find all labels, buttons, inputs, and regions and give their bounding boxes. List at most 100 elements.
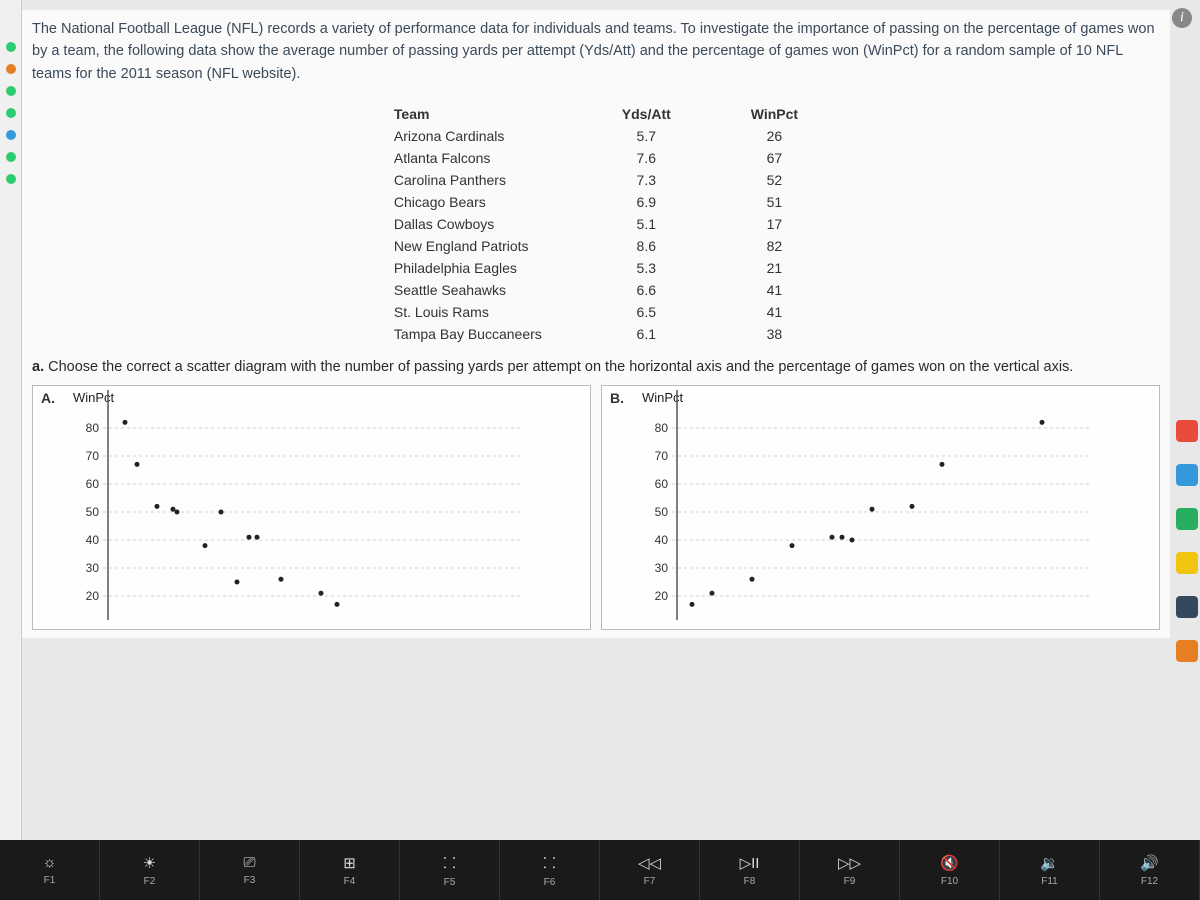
table-row: Atlanta Falcons7.667 [354, 147, 838, 169]
function-key[interactable]: ⊞F4 [300, 840, 400, 900]
table-row: Philadelphia Eagles5.321 [354, 257, 838, 279]
key-icon: ⊞ [300, 854, 399, 872]
key-icon: 🔉 [1000, 854, 1099, 872]
function-key[interactable]: ☼F1 [0, 840, 100, 900]
question-text: Choose the correct a scatter diagram wit… [48, 359, 1073, 375]
key-label: F11 [1000, 876, 1099, 887]
table-cell: 6.9 [582, 191, 711, 213]
table-cell: 5.3 [582, 257, 711, 279]
table-cell: 7.3 [582, 169, 711, 191]
y-tick-label: 40 [644, 533, 668, 547]
y-tick-label: 20 [75, 589, 99, 603]
function-key[interactable]: ◁◁ F7 [600, 840, 700, 900]
table-cell: 6.6 [582, 279, 711, 301]
table-cell: Atlanta Falcons [354, 147, 582, 169]
key-label: F2 [100, 876, 199, 887]
function-key[interactable]: ☀ F2 [100, 840, 200, 900]
question-prefix: a. [32, 359, 44, 375]
scatter-plot [103, 390, 523, 620]
table-header: Yds/Att [582, 103, 711, 125]
key-label: F6 [500, 877, 599, 888]
table-cell: Tampa Bay Buccaneers [354, 323, 582, 345]
key-label: F8 [700, 876, 799, 887]
function-key[interactable]: 🔇F10 [900, 840, 1000, 900]
sidebar-bullet[interactable] [6, 174, 16, 184]
sidebar-bullet[interactable] [6, 86, 16, 96]
function-key-bar: ☼F1☀F2⎚F3⊞F4⸬F5⸬F6◁◁F7▷IIF8▷▷F9🔇F10🔉F11🔊… [0, 840, 1200, 900]
key-icon: ▷II [700, 854, 799, 872]
function-key[interactable]: ⸬ F5 [400, 840, 500, 900]
key-icon: ⸬ [500, 853, 599, 873]
chart-a[interactable]: A.WinPct20304050607080 [32, 385, 591, 630]
table-cell: Chicago Bears [354, 191, 582, 213]
function-key[interactable]: ⸬ F6 [500, 840, 600, 900]
right-app-icon[interactable] [1176, 420, 1198, 442]
table-cell: Dallas Cowboys [354, 213, 582, 235]
table-cell: Arizona Cardinals [354, 125, 582, 147]
table-cell: 52 [711, 169, 838, 191]
table-row: Dallas Cowboys5.117 [354, 213, 838, 235]
key-label: F5 [400, 877, 499, 888]
table-cell: 21 [711, 257, 838, 279]
key-icon: 🔇 [900, 854, 999, 872]
chart-letter-label: A. [41, 390, 55, 406]
key-icon: 🔊 [1100, 854, 1199, 872]
y-tick-label: 30 [75, 561, 99, 575]
question-a: a. Choose the correct a scatter diagram … [32, 359, 1160, 375]
y-tick-label: 50 [644, 505, 668, 519]
table-cell: 5.7 [582, 125, 711, 147]
table-row: Seattle Seahawks6.641 [354, 279, 838, 301]
table-cell: 5.1 [582, 213, 711, 235]
function-key[interactable]: ⎚ F3 [200, 840, 300, 900]
y-tick-label: 60 [75, 477, 99, 491]
sidebar-bullet[interactable] [6, 42, 16, 52]
table-cell: New England Patriots [354, 235, 582, 257]
table-cell: Seattle Seahawks [354, 279, 582, 301]
right-app-icon[interactable] [1176, 596, 1198, 618]
right-app-icon[interactable] [1176, 552, 1198, 574]
table-cell: 6.5 [582, 301, 711, 323]
intro-paragraph: The National Football League (NFL) recor… [32, 18, 1160, 85]
table-cell: 41 [711, 279, 838, 301]
key-label: F12 [1100, 876, 1199, 887]
function-key[interactable]: 🔉 F11 [1000, 840, 1100, 900]
key-label: F3 [200, 875, 299, 886]
sidebar-bullet[interactable] [6, 152, 16, 162]
table-header: WinPct [711, 103, 838, 125]
function-key[interactable]: ▷II F8 [700, 840, 800, 900]
right-app-icon[interactable] [1176, 508, 1198, 530]
table-cell: 51 [711, 191, 838, 213]
charts-row: A.WinPct20304050607080 B.WinPct203040506… [32, 385, 1160, 630]
y-tick-label: 30 [644, 561, 668, 575]
main-content: The National Football League (NFL) recor… [22, 10, 1170, 638]
key-icon: ☀ [100, 854, 199, 872]
info-icon[interactable]: i [1172, 8, 1192, 28]
y-tick-label: 50 [75, 505, 99, 519]
right-app-icon[interactable] [1176, 464, 1198, 486]
function-key[interactable]: 🔊 F12 [1100, 840, 1200, 900]
sidebar-bullet[interactable] [6, 64, 16, 74]
key-icon: ⸬ [400, 853, 499, 873]
table-cell: 38 [711, 323, 838, 345]
table-cell: 82 [711, 235, 838, 257]
key-label: F7 [600, 876, 699, 887]
chart-b[interactable]: B.WinPct20304050607080 [601, 385, 1160, 630]
y-tick-label: 80 [644, 421, 668, 435]
table-row: Tampa Bay Buccaneers6.138 [354, 323, 838, 345]
y-tick-label: 70 [75, 449, 99, 463]
table-header: Team [354, 103, 582, 125]
right-app-icon[interactable] [1176, 640, 1198, 662]
table-row: Arizona Cardinals5.726 [354, 125, 838, 147]
sidebar-bullet[interactable] [6, 108, 16, 118]
right-icon-strip [1176, 420, 1198, 662]
function-key[interactable]: ▷▷F9 [800, 840, 900, 900]
table-cell: St. Louis Rams [354, 301, 582, 323]
y-tick-label: 40 [75, 533, 99, 547]
key-label: F1 [0, 875, 99, 886]
key-icon: ◁◁ [600, 854, 699, 872]
table-row: St. Louis Rams6.541 [354, 301, 838, 323]
sidebar-bullet[interactable] [6, 130, 16, 140]
table-cell: Philadelphia Eagles [354, 257, 582, 279]
table-row: Carolina Panthers7.352 [354, 169, 838, 191]
key-icon: ⎚ [200, 854, 299, 871]
